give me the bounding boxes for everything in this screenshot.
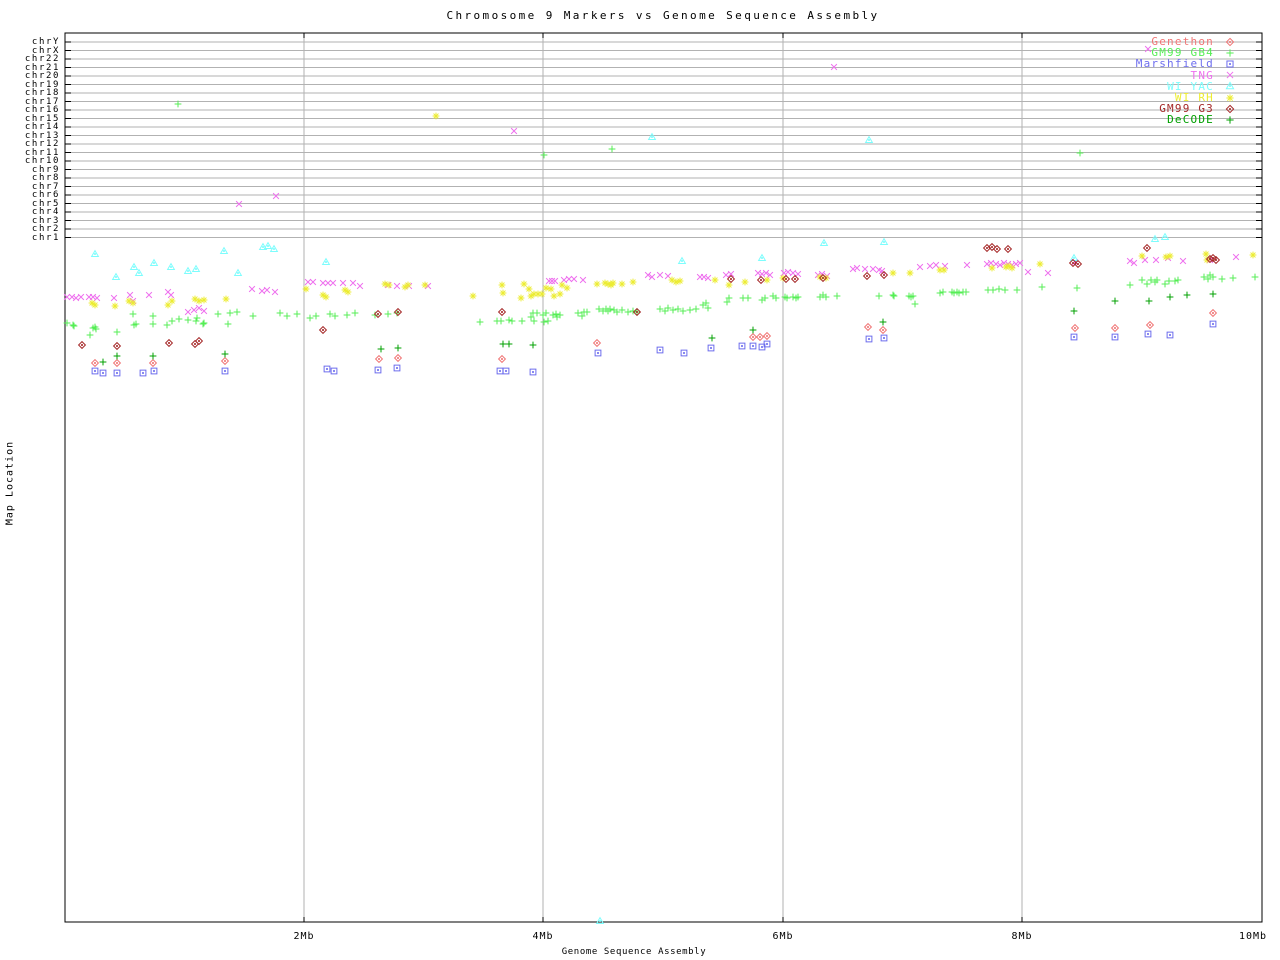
y-axis-label-chr4: chr4: [31, 207, 60, 217]
y-axis-label-chr2: chr2: [31, 224, 60, 234]
legend-label: GM99 G3: [1159, 102, 1214, 116]
series-genethon: [90, 308, 1218, 368]
y-axis-label-chr1: chr1: [31, 232, 60, 243]
legend-row-decode: DeCODE: [1136, 113, 1236, 127]
x-axis-tick-10Mb: 10Mb: [1238, 931, 1268, 942]
legend-row-wi-yac: WI YAC: [1136, 79, 1236, 93]
y-axis-label-chrY: chrY: [31, 37, 60, 47]
series-gm99-gb4: [63, 100, 1259, 339]
y-axis-label-chr19: chr19: [24, 79, 60, 90]
y-axis-label-chr3: chr3: [31, 215, 60, 226]
legend-marker-diamond-dot-icon: [1225, 104, 1235, 114]
legend-label: WI RH: [1174, 91, 1214, 105]
y-axis-label-chr10: chr10: [24, 156, 60, 166]
y-axis-label-chr14: chr14: [24, 122, 60, 132]
series-marshfield: [91, 320, 1217, 377]
legend: Genethon GM99 GB4 Marshfield TNG WI YAC WI RH…: [1135, 35, 1236, 127]
series-tng: [63, 45, 1240, 316]
legend-row-genethon: Genethon: [1136, 35, 1236, 49]
x-axis-tick-8Mb: 8Mb: [1011, 931, 1033, 942]
y-axis-label-chr11: chr11: [24, 147, 60, 158]
y-axis-label-chr5: chr5: [31, 198, 60, 209]
legend-label: Genethon: [1151, 35, 1214, 49]
y-axis-label-chr21: chr21: [24, 62, 60, 73]
series-wi-yac: [90, 132, 1170, 925]
legend-marker-triangle-dot-icon: [1225, 81, 1235, 90]
x-axis-title: Genome Sequence Assembly: [561, 947, 707, 957]
legend-row-wi-rh: WI RH: [1136, 91, 1236, 105]
legend-row-gm99-gb4: GM99 GB4: [1136, 46, 1236, 60]
y-axis-label-chr20: chr20: [24, 71, 60, 81]
legend-marker-diamond-dot-icon: [1225, 37, 1235, 46]
x-axis-tick-2Mb: 2Mb: [293, 931, 315, 942]
x-axis-tick-4Mb: 4Mb: [532, 931, 554, 942]
legend-marker-cross-icon: [1226, 71, 1234, 79]
legend-marker-plus-icon: [1226, 116, 1234, 124]
y-axis-label-chr18: chr18: [24, 88, 60, 98]
legend-label: GM99 GB4: [1151, 46, 1214, 60]
y-axis-label-chrX: chrX: [31, 45, 60, 56]
y-axis-title: Map Location: [4, 440, 16, 526]
x-axis-tick-6Mb: 6Mb: [772, 931, 794, 942]
legend-row-tng: TNG: [1136, 68, 1236, 82]
legend-marker-plus-icon: [1226, 49, 1234, 57]
legend-marker-asterisk-icon: [1226, 93, 1234, 102]
series-gm99-g3: [77, 242, 1221, 351]
legend-marker-square-dot-icon: [1226, 60, 1234, 68]
y-axis-label-chr9: chr9: [31, 164, 60, 175]
y-axis-label-chr17: chr17: [24, 96, 60, 107]
y-axis-label-chr22: chr22: [24, 54, 60, 64]
legend-label: TNG: [1190, 68, 1214, 82]
legend-label: WI YAC: [1167, 79, 1214, 93]
legend-label: Marshfield: [1135, 57, 1214, 71]
y-axis-label-chr12: chr12: [24, 139, 60, 149]
series-wi-rh: [88, 112, 1257, 310]
series-decode: [99, 290, 1217, 366]
legend-label: DeCODE: [1167, 113, 1214, 127]
y-axis-label-chr7: chr7: [31, 181, 60, 192]
y-axis-label-chr15: chr15: [24, 113, 60, 124]
y-axis-label-chr8: chr8: [31, 173, 60, 183]
y-axis-label-chr16: chr16: [24, 105, 60, 115]
chart-title: Chromosome 9 Markers vs Genome Sequence …: [446, 9, 880, 22]
y-axis-label-chr6: chr6: [31, 190, 60, 200]
legend-row-marshfield: Marshfield: [1135, 57, 1236, 71]
y-axis-label-chr13: chr13: [24, 130, 60, 141]
legend-row-gm99-g3: GM99 G3: [1136, 102, 1236, 116]
